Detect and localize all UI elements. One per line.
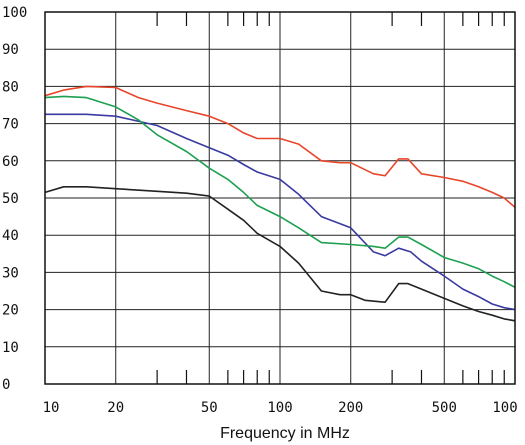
- x-axis-title: Frequency in MHz: [220, 425, 350, 442]
- y-tick-label: 30: [2, 265, 19, 281]
- series-line-2: [45, 113, 516, 311]
- y-tick-label: 90: [2, 42, 19, 58]
- x-tick-label: 500: [432, 400, 457, 416]
- x-tick-label: 100: [267, 400, 292, 416]
- y-tick-label: 80: [2, 79, 19, 95]
- x-tick-label: 50: [201, 400, 218, 416]
- series-line-3: [44, 95, 516, 289]
- series-lines: [44, 85, 516, 322]
- y-tick-labels: 0 10 20 30 40 50 60 70 80 90 100: [2, 5, 27, 393]
- minor-ticks: [156, 12, 505, 384]
- y-tick-label: 100: [2, 5, 27, 21]
- y-tick-label: 50: [2, 191, 19, 207]
- x-tick-label: 10: [43, 400, 60, 416]
- y-tick-label: 40: [2, 228, 19, 244]
- series-line-4: [44, 186, 516, 322]
- x-tick-label: 100: [492, 400, 517, 416]
- x-tick-label: 20: [107, 400, 124, 416]
- y-tick-label: 20: [2, 303, 19, 319]
- grid: [44, 11, 516, 385]
- x-tick-labels: 10 20 50 100 200 500 100: [43, 400, 518, 416]
- y-tick-label: 0: [2, 377, 10, 393]
- plot-frame: [44, 11, 516, 385]
- x-tick-label: 200: [338, 400, 363, 416]
- y-tick-label: 70: [2, 117, 19, 133]
- y-tick-label: 10: [2, 340, 19, 356]
- series-line-1: [44, 85, 516, 208]
- y-tick-label: 60: [2, 154, 19, 170]
